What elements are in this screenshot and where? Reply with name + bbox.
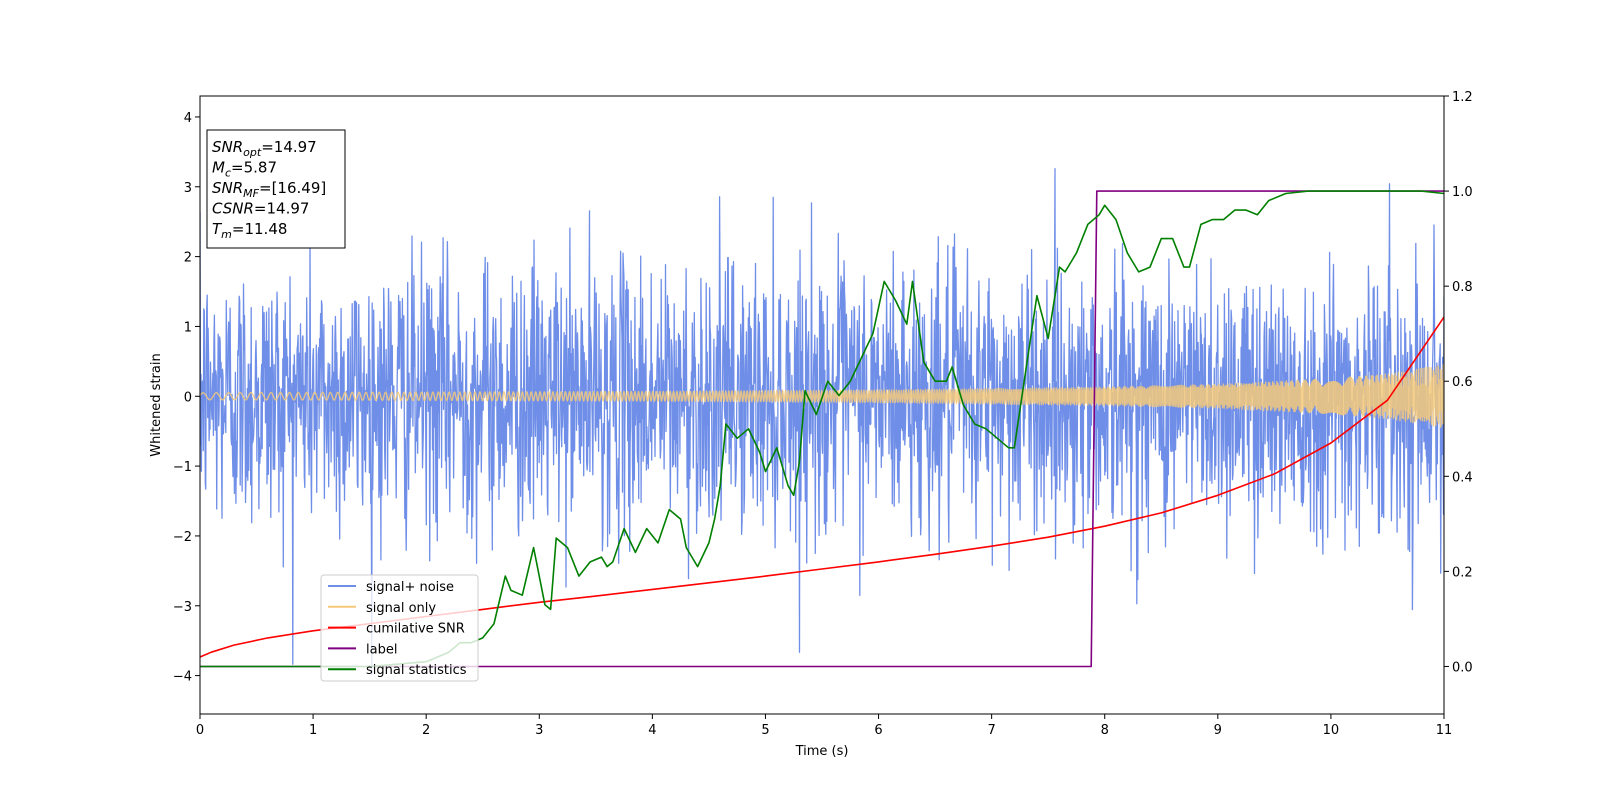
y-tick-label: 3 bbox=[184, 181, 192, 196]
y-tick-label: −2 bbox=[173, 530, 192, 545]
y-axis-right: 0.0 0.2 0.4 0.6 0.8 1.0 1.2 bbox=[1444, 90, 1473, 675]
y2-tick-label: 0.6 bbox=[1452, 375, 1473, 390]
annotation-line: SNRopt=14.97 bbox=[212, 138, 317, 159]
legend-label: cumilative SNR bbox=[366, 622, 465, 637]
annotation-line: CSNR=14.97 bbox=[212, 200, 309, 218]
x-tick-label: 8 bbox=[1101, 723, 1109, 738]
y2-tick-label: 0.2 bbox=[1452, 565, 1473, 580]
x-tick-label: 1 bbox=[309, 723, 317, 738]
x-tick-label: 4 bbox=[648, 723, 656, 738]
series-line-signal-statistics bbox=[200, 190, 1444, 668]
x-axis: 0 1 2 3 4 5 6 7 8 9 10 11 bbox=[196, 714, 1452, 738]
series-line-signal-noise bbox=[200, 168, 1444, 676]
y-tick-label: 1 bbox=[184, 320, 192, 335]
series-line-label bbox=[200, 190, 1444, 668]
y-axis-left: −4 −3 −2 −1 0 1 2 3 4 bbox=[173, 111, 200, 685]
legend: signal+ noise signal only cumilative SNR la… bbox=[320, 574, 479, 682]
legend-label: signal only bbox=[366, 601, 436, 616]
y2-tick-label: 0.4 bbox=[1452, 470, 1473, 485]
annotation-line: Mc=5.87 bbox=[212, 159, 277, 180]
y2-tick-label: 1.0 bbox=[1452, 185, 1473, 200]
y-tick-label: 2 bbox=[184, 251, 192, 266]
x-tick-label: 6 bbox=[874, 723, 882, 738]
legend-frame bbox=[320, 574, 479, 682]
x-tick-label: 11 bbox=[1436, 723, 1453, 738]
annotation-line: Tm=11.48 bbox=[212, 220, 287, 241]
y2-tick-label: 0.8 bbox=[1452, 280, 1473, 295]
x-tick-label: 5 bbox=[761, 723, 769, 738]
annotation-frame bbox=[206, 129, 346, 249]
x-tick-label: 2 bbox=[422, 723, 430, 738]
x-axis-label: Time (s) bbox=[795, 744, 849, 759]
legend-label: signal+ noise bbox=[366, 580, 454, 595]
series-line-signal-only bbox=[200, 364, 1444, 428]
legend-label: label bbox=[366, 642, 397, 657]
legend-label: signal statistics bbox=[366, 663, 467, 678]
x-tick-label: 3 bbox=[535, 723, 543, 738]
y-tick-label: −1 bbox=[173, 460, 192, 475]
x-tick-label: 9 bbox=[1214, 723, 1222, 738]
y-tick-label: −4 bbox=[173, 670, 192, 685]
y2-tick-label: 0.0 bbox=[1452, 660, 1473, 675]
annotation-line: SNRMF=[16.49] bbox=[212, 179, 326, 200]
y-axis-label: Whitened strain bbox=[149, 353, 164, 456]
plot-frame bbox=[199, 95, 1445, 715]
y-tick-label: −3 bbox=[173, 600, 192, 615]
x-tick-label: 0 bbox=[196, 723, 204, 738]
y-tick-label: 0 bbox=[184, 390, 192, 405]
data-layer bbox=[200, 168, 1444, 676]
y-tick-label: 4 bbox=[184, 111, 192, 126]
y2-tick-label: 1.2 bbox=[1452, 90, 1473, 105]
annotation-box: SNRopt=14.97Mc=5.87SNRMF=[16.49]CSNR=14.… bbox=[206, 129, 346, 249]
series-line-cumilative-snr bbox=[200, 316, 1444, 658]
x-tick-label: 10 bbox=[1323, 723, 1340, 738]
x-tick-label: 7 bbox=[987, 723, 995, 738]
